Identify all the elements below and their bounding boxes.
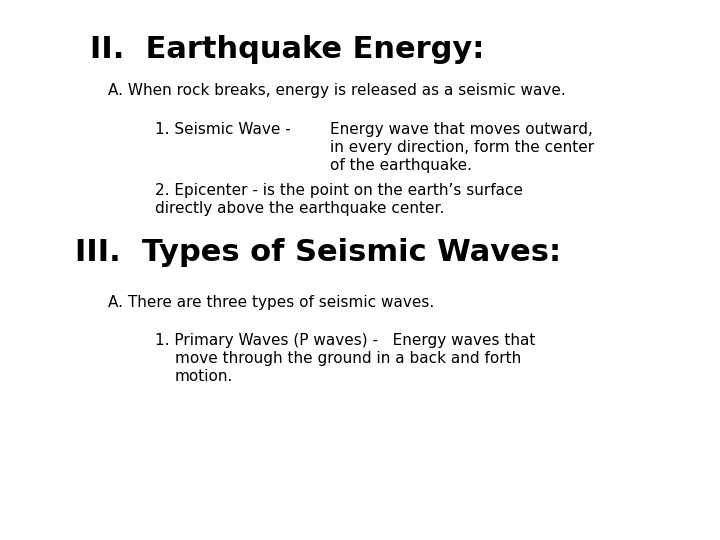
Text: A. When rock breaks, energy is released as a seismic wave.: A. When rock breaks, energy is released …: [108, 83, 566, 98]
Text: II.  Earthquake Energy:: II. Earthquake Energy:: [90, 35, 485, 64]
Text: of the earthquake.: of the earthquake.: [330, 158, 472, 173]
Text: motion.: motion.: [175, 369, 233, 384]
Text: III.  Types of Seismic Waves:: III. Types of Seismic Waves:: [75, 238, 561, 267]
Text: A. There are three types of seismic waves.: A. There are three types of seismic wave…: [108, 295, 434, 310]
Text: 1. Seismic Wave -: 1. Seismic Wave -: [155, 122, 291, 137]
Text: in every direction, form the center: in every direction, form the center: [330, 140, 594, 155]
Text: 1. Primary Waves (P waves) -   Energy waves that: 1. Primary Waves (P waves) - Energy wave…: [155, 333, 536, 348]
Text: directly above the earthquake center.: directly above the earthquake center.: [155, 201, 444, 216]
Text: move through the ground in a back and forth: move through the ground in a back and fo…: [175, 351, 521, 366]
Text: Energy wave that moves outward,: Energy wave that moves outward,: [330, 122, 593, 137]
Text: 2. Epicenter - is the point on the earth’s surface: 2. Epicenter - is the point on the earth…: [155, 183, 523, 198]
